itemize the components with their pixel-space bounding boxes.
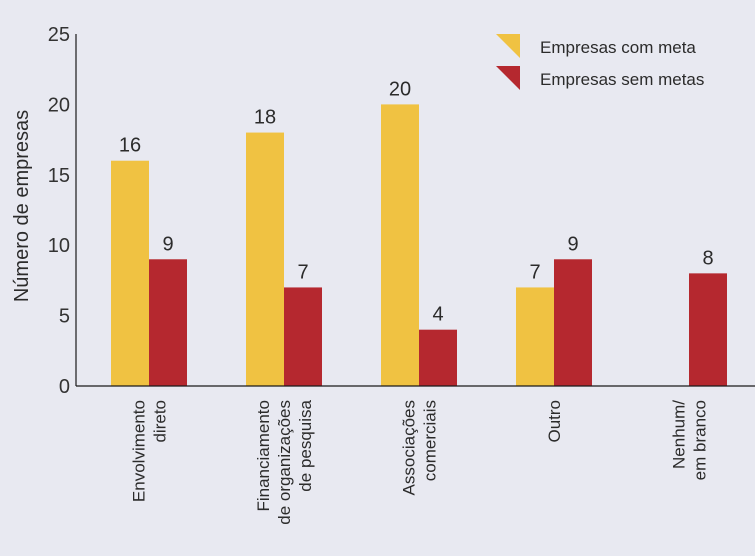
y-axis-ticks: 0 5 10 15 20 25: [48, 24, 70, 398]
x-category-line: Nenhum/: [670, 400, 689, 469]
bar-value-label: 9: [162, 233, 173, 255]
x-category-label: Associações comerciais: [400, 400, 440, 495]
x-category-label: Envolvimento direto: [130, 400, 170, 502]
y-tick-label: 5: [59, 306, 70, 328]
bar: [554, 259, 592, 386]
bar: [246, 132, 284, 386]
bar-value-label: 9: [567, 233, 578, 255]
bar-value-label: 8: [702, 247, 713, 269]
x-category-line: Associações: [400, 400, 419, 495]
x-category-line: de organizações: [275, 400, 294, 525]
x-category-label: Nenhum/em branco: [670, 400, 710, 481]
x-axis-categories: Envolvimento direto Financiamento de organi…: [130, 399, 710, 524]
legend-swatch: [496, 66, 520, 90]
y-tick-label: 15: [48, 165, 70, 187]
bars: [111, 104, 727, 387]
bar: [381, 104, 419, 387]
x-category-line: Outro: [545, 400, 564, 443]
bar-value-label: 20: [389, 78, 411, 100]
bar-value-label: 18: [254, 107, 276, 129]
value-labels: 16 9 18 7 20 4 7 9 8: [119, 78, 714, 325]
x-category-line: direto: [151, 400, 170, 443]
y-tick-label: 20: [48, 94, 70, 116]
x-category-label: Financiamento de organizações de pesquisa: [254, 399, 315, 524]
x-category-line: Envolvimento: [130, 400, 149, 502]
bar-value-label: 16: [119, 135, 141, 157]
x-category-line: em branco: [691, 400, 710, 480]
bar: [419, 329, 457, 386]
legend-label: Empresas sem metas: [540, 70, 704, 89]
y-tick-label: 10: [48, 235, 70, 257]
legend-label: Empresas com meta: [540, 38, 696, 57]
bar: [689, 273, 727, 386]
bar-value-label: 7: [297, 261, 308, 283]
bar: [284, 287, 322, 386]
y-axis-label: Número de empresas: [11, 110, 33, 302]
bar-value-label: 7: [529, 261, 540, 283]
legend-swatch: [496, 34, 520, 58]
bar: [111, 160, 149, 386]
x-category-line: Financiamento: [254, 400, 273, 512]
y-tick-label: 0: [59, 376, 70, 398]
x-category-line: de pesquisa: [296, 399, 315, 491]
bar-value-label: 4: [432, 304, 443, 326]
y-tick-label: 25: [48, 24, 70, 46]
bar: [516, 287, 554, 386]
bar: [149, 259, 187, 386]
x-category-line: comerciais: [421, 400, 440, 481]
x-category-label: Outro: [545, 400, 564, 443]
legend: Empresas com meta Empresas sem metas: [496, 34, 704, 90]
